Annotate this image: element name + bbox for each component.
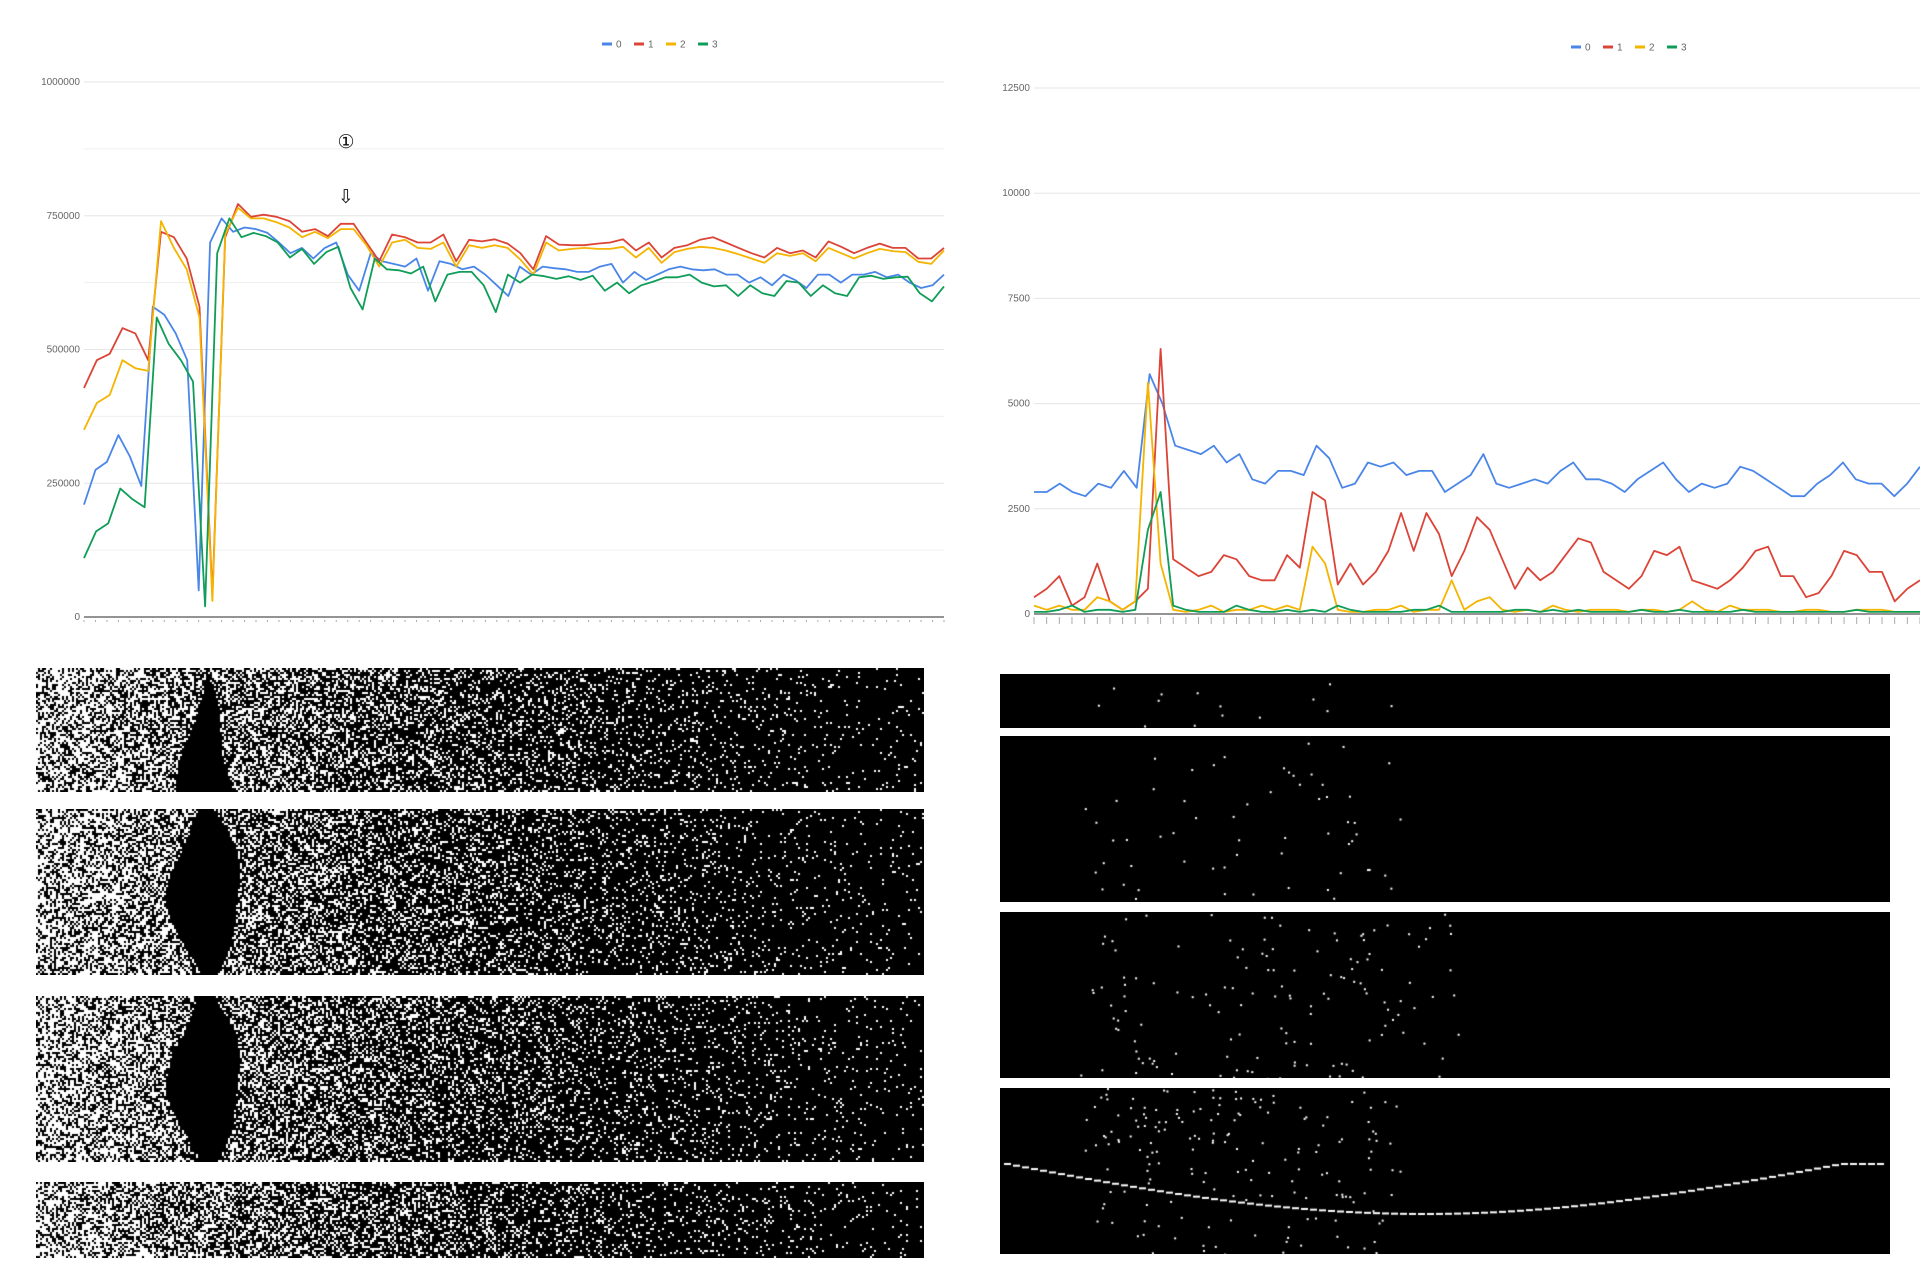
series-line-1 [1033,347,1920,611]
binary-noise-image-left [36,668,924,1258]
legend-label: 3 [712,40,718,51]
y-tick-label: 7500 [1008,293,1031,304]
y-tick-label: 0 [74,612,80,623]
noise-strip [1000,1088,1890,1254]
y-tick-label: 1000000 [41,77,80,88]
noise-strip [1000,912,1890,1078]
noise-strip [1000,674,1890,728]
noise-canvas [1000,1088,1890,1254]
noise-canvas [1000,674,1890,728]
y-tick-label: 750000 [47,211,81,222]
series-line-3 [83,217,945,608]
noise-strip [1000,736,1890,902]
legend-label: 3 [1681,43,1687,54]
noise-canvas [36,996,924,1162]
legend-label: 1 [1617,43,1623,54]
noise-canvas [36,1182,924,1258]
noise-strip [36,996,924,1162]
noise-strip [36,1182,924,1258]
y-tick-label: 500000 [47,345,81,356]
legend-label: 0 [616,40,622,51]
series-line-2 [1033,381,1920,613]
series-line-0 [83,217,945,592]
legend-label: 1 [648,40,654,51]
series-line-0 [1034,373,1920,498]
y-tick-label: 5000 [1008,399,1031,410]
noise-strip [36,809,924,975]
y-tick-label: 2500 [1008,504,1031,515]
line-chart-right: 0 2500 5000 7500 10000 12500 0 1 2 3 [1002,43,1920,624]
y-tick-label: 0 [1024,609,1030,620]
chart-left: 0 250000 500000 750000 1000000 0 1 2 3 ① ⇩ [0,0,960,640]
legend-label: 2 [1649,43,1655,54]
noise-canvas [1000,912,1890,1078]
y-tick-label: 250000 [47,478,81,489]
y-tick-label: 12500 [1002,83,1030,94]
line-chart-left: 0 250000 500000 750000 1000000 0 1 2 3 ① ⇩ [41,40,945,623]
noise-canvas [1000,736,1890,902]
chart-right: 0 2500 5000 7500 10000 12500 0 1 2 3 [960,0,1920,640]
series-line-2 [83,206,945,602]
annotation-marker: ① [337,131,354,153]
legend-label: 2 [680,40,686,51]
legend-label: 0 [1585,43,1591,54]
noise-canvas [36,809,924,975]
annotation-arrow: ⇩ [338,186,354,208]
noise-canvas [36,668,924,792]
series-line-3 [1034,491,1920,613]
y-tick-label: 10000 [1002,188,1030,199]
noise-strip [36,668,924,792]
binary-noise-image-right [1000,668,1890,1258]
